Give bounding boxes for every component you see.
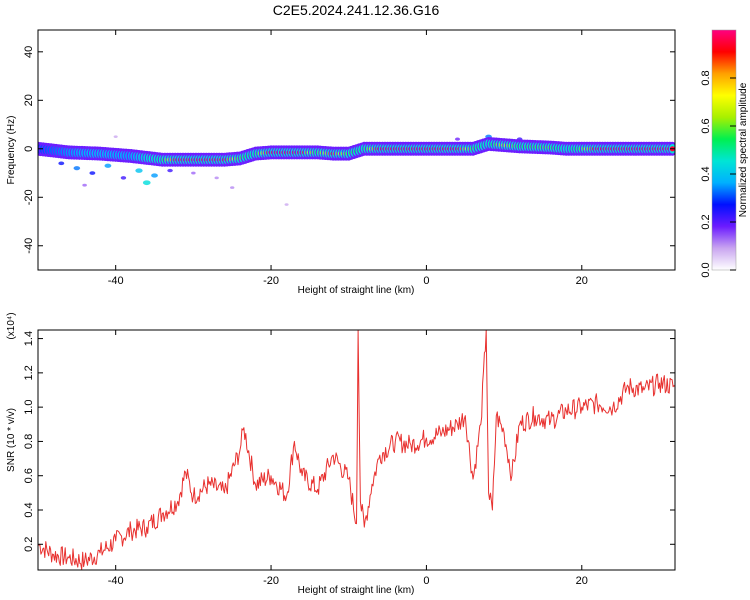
heatmap-blob-1 (73, 166, 81, 171)
colorbar-tick-label: 0.2 (700, 214, 712, 229)
heatmap-x-axis-label: Height of straight line (km) (298, 285, 415, 296)
heatmap-blob-3 (104, 163, 112, 168)
heatmap-blob-4 (120, 176, 127, 180)
snr-frame (37, 329, 676, 571)
heatmap-y-axis-label: Frequency (Hz) (6, 116, 17, 185)
heatmap-frame (37, 29, 676, 271)
heatmap-x-tick-label: -20 (263, 275, 279, 287)
heatmap-y-ticks: -40 -20 0 20 40 (23, 46, 675, 254)
heatmap-panel: -40 -20 0 20 -40 -20 0 20 40 Height of straight… (6, 29, 676, 296)
snr-x-tick-label: -20 (263, 575, 279, 587)
colorbar-tick-label: 0.0 (700, 262, 712, 277)
snr-series-line (38, 330, 675, 570)
snr-scale-label: (x10⁴) (6, 312, 17, 339)
heatmap-x-tick-label: 0 (423, 275, 429, 287)
heatmap-y-tick-label: -20 (23, 189, 35, 205)
heatmap-x-ticks: -40 -20 0 20 (108, 30, 588, 287)
heatmap-blob-7 (151, 173, 158, 178)
snr-y-tick-label: 0.8 (23, 434, 35, 449)
snr-y-tick-label: 0.6 (23, 468, 35, 483)
heatmap-x-tick-label: 20 (576, 275, 588, 287)
colorbar-tick-label: 0.6 (700, 118, 712, 133)
colorbar-tick-label: 0.8 (700, 70, 712, 85)
snr-x-tick-label: 20 (576, 575, 588, 587)
heatmap-blob-9 (191, 171, 196, 175)
colorbar-label: Normalized spectral amplitude (738, 82, 749, 217)
snr-x-tick-label: -40 (108, 575, 124, 587)
snr-panel: -40 -20 0 20 0.2 0.4 0.6 0.8 1.0 1.2 1.4 (x10⁴) H… (6, 312, 676, 596)
snr-y-tick-label: 0.4 (23, 502, 35, 517)
heatmap-blob-14 (113, 135, 118, 138)
heatmap-y-tick-label: 40 (23, 46, 35, 58)
heatmap-y-tick-label: 20 (23, 94, 35, 106)
snr-y-ticks: 0.2 0.4 0.6 0.8 1.0 1.2 1.4 (23, 331, 675, 552)
heatmap-blob-17 (454, 137, 460, 141)
heatmap-blob-11 (230, 186, 235, 189)
heatmap-blob-6 (142, 180, 151, 186)
heatmap-marks (38, 134, 675, 206)
heatmap-x-tick-label: -40 (108, 275, 124, 287)
heatmap-blob-2 (89, 171, 96, 175)
colorbar-tick-label: 0.4 (700, 166, 712, 181)
heatmap-blob-8 (167, 168, 173, 173)
snr-x-axis-label: Height of straight line (km) (298, 585, 415, 596)
heatmap-blob-13 (82, 183, 87, 187)
colorbar-gradient (712, 30, 736, 270)
heatmap-blob-0 (58, 161, 65, 166)
colorbar-ticks: 0.0 0.2 0.4 0.6 0.8 (700, 70, 736, 278)
snr-y-tick-label: 1.2 (23, 365, 35, 380)
snr-y-tick-label: 1.0 (23, 399, 35, 414)
heatmap-blob-12 (284, 203, 289, 206)
snr-y-axis-label: SNR (10 * v/v) (6, 408, 17, 472)
heatmap-blob-5 (135, 168, 143, 173)
heatmap-blob-10 (214, 176, 219, 180)
snr-y-tick-label: 0.2 (23, 537, 35, 552)
colorbar-frame (711, 29, 737, 271)
colorbar: 0.0 0.2 0.4 0.6 0.8 Normalized spectral ampl… (700, 29, 749, 278)
snr-x-ticks: -40 -20 0 20 (108, 330, 588, 587)
snr-y-tick-label: 1.4 (23, 331, 35, 346)
heatmap-y-tick-label: -40 (23, 238, 35, 254)
heatmap-y-tick-label: 0 (23, 146, 35, 152)
snr-x-tick-label: 0 (423, 575, 429, 587)
figure-title: C2E5.2024.241.12.36.G16 (273, 2, 440, 18)
